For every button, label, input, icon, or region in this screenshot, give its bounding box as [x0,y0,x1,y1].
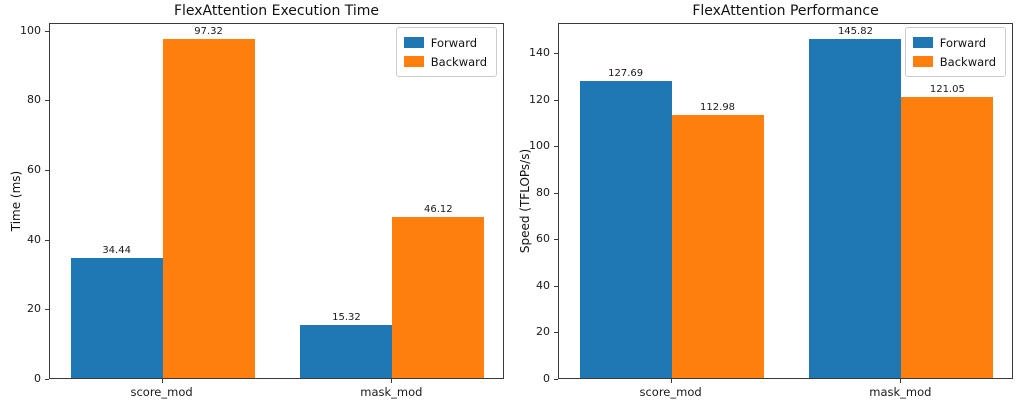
y-tick-label: 60 [27,162,41,176]
y-tick-mark [554,192,558,194]
bar-forward-score_mod [579,81,672,378]
chart-title: FlexAttention Performance [692,3,879,19]
y-tick-mark [554,239,558,241]
y-tick-label: 80 [27,93,41,107]
y-tick-label: 100 [20,23,41,37]
x-tick-mark [900,379,902,383]
y-tick-label: 120 [529,92,550,106]
y-tick-mark [45,379,49,380]
y-tick-mark [45,239,49,241]
legend-label: Forward [939,35,987,50]
bar-value-label: 34.44 [102,245,131,257]
y-tick-mark [554,332,558,334]
y-tick-label: 80 [536,185,550,199]
chart-title: FlexAttention Execution Time [173,3,380,19]
y-tick-mark [45,100,49,102]
y-tick-label: 40 [536,278,550,292]
legend-swatch-backward [403,56,424,67]
bar-backward-mask_mod [901,96,994,378]
legend-label: Backward [430,54,487,69]
y-tick-mark [554,146,558,148]
y-tick-label: 20 [536,325,550,339]
performance-chart: FlexAttention Performance Speed (TFLOPs/s… [512,0,1024,405]
bar-value-label: 15.32 [332,311,361,323]
plot-area: 127.69 145.82 112.98 121.05 Forward Backward [558,23,1013,379]
bar-value-label: 145.82 [837,25,873,37]
x-tick-mark [391,379,393,383]
y-tick-label: 140 [529,46,550,60]
legend: Forward Backward [904,27,1006,77]
y-tick-mark [45,309,49,311]
legend-entry: Forward [912,33,996,52]
legend-swatch-backward [912,56,933,67]
y-tick-label: 60 [536,232,550,246]
bar-value-label: 97.32 [194,25,223,37]
bar-forward-score_mod [70,258,163,378]
bar-backward-score_mod [162,39,255,378]
bar-value-label: 127.69 [608,68,644,80]
y-tick-mark [45,169,49,171]
bar-backward-mask_mod [392,217,485,378]
legend-swatch-forward [912,37,933,48]
y-tick-mark [554,53,558,55]
y-tick-label: 100 [529,139,550,153]
legend-label: Forward [430,35,478,50]
bar-forward-mask_mod [300,324,393,378]
execution-time-chart: FlexAttention Execution Time Time (ms) 34.… [9,3,504,399]
bar-value-label: 112.98 [700,102,736,114]
y-tick-mark [554,99,558,101]
y-tick-mark [554,379,558,380]
bar-forward-mask_mod [809,38,902,378]
legend-entry: Backward [912,52,996,71]
legend-entry: Backward [403,52,487,71]
x-tick-label-mask_mod: mask_mod [869,385,932,399]
x-tick-mark [670,379,672,383]
y-tick-label: 40 [27,232,41,246]
bar-value-label: 46.12 [424,204,453,216]
y-tick-mark [554,285,558,287]
legend-entry: Forward [403,33,487,52]
x-tick-mark [161,379,163,383]
y-tick-label: 0 [34,372,41,385]
y-tick-mark [45,30,49,32]
legend: Forward Backward [395,27,497,77]
y-tick-label: 0 [543,372,550,385]
x-tick-label-mask_mod: mask_mod [360,385,423,399]
bar-backward-score_mod [671,115,764,378]
legend-swatch-forward [403,37,424,48]
x-tick-label-score_mod: score_mod [639,385,702,399]
plot-area: 34.44 15.32 97.32 46.12 Forward Backward [49,23,504,379]
x-tick-label-score_mod: score_mod [130,385,193,399]
y-tick-label: 20 [27,302,41,316]
y-axis-label: Time (ms) [9,170,23,232]
bar-value-label: 121.05 [929,83,965,95]
legend-label: Backward [939,54,996,69]
